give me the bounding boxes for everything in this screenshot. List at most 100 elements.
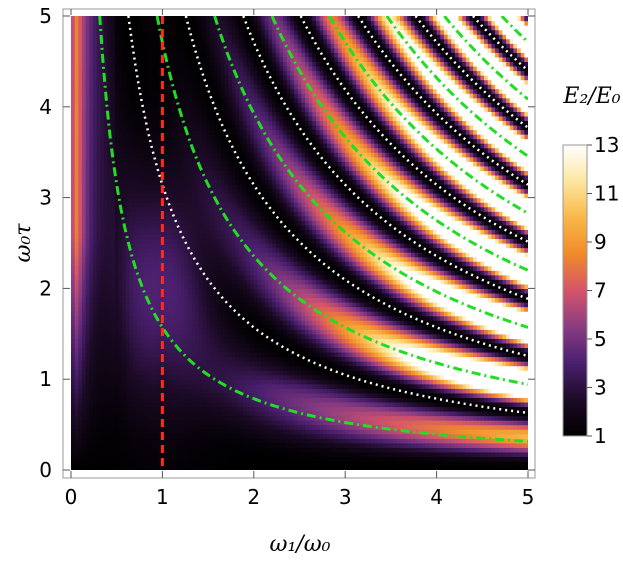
heatmap-cell bbox=[436, 438, 441, 444]
heatmap-cell bbox=[389, 420, 394, 426]
heatmap-cell bbox=[217, 338, 222, 344]
heatmap-cell bbox=[407, 383, 412, 389]
heatmap-cell bbox=[257, 420, 262, 426]
heatmap-cell bbox=[184, 442, 189, 448]
heatmap-cell bbox=[198, 324, 204, 330]
heatmap-cell bbox=[389, 324, 394, 330]
heatmap-cell bbox=[465, 424, 471, 430]
heatmap-cell bbox=[195, 351, 200, 358]
heatmap-cell bbox=[107, 401, 112, 408]
heatmap-cell bbox=[191, 383, 196, 389]
heatmap-cell bbox=[400, 342, 405, 349]
heatmap-cell bbox=[337, 424, 343, 430]
heatmap-cell bbox=[272, 465, 277, 470]
heatmap-cell bbox=[506, 397, 511, 403]
heatmap-cell bbox=[491, 456, 496, 462]
heatmap-cell bbox=[348, 306, 354, 312]
heatmap-cell bbox=[125, 442, 131, 448]
heatmap-cell bbox=[162, 415, 167, 421]
heatmap-cell bbox=[74, 356, 79, 362]
heatmap-cell bbox=[363, 374, 368, 380]
heatmap-cell bbox=[473, 424, 478, 430]
heatmap-cell bbox=[440, 465, 445, 470]
heatmap-cell bbox=[498, 292, 504, 299]
heatmap-cell bbox=[235, 320, 240, 326]
heatmap-cell bbox=[96, 306, 101, 312]
heatmap-cell bbox=[191, 292, 196, 299]
heatmap-cell bbox=[462, 370, 467, 376]
heatmap-cell bbox=[304, 456, 310, 462]
heatmap-cell bbox=[367, 292, 372, 299]
heatmap-cell bbox=[337, 438, 343, 444]
heatmap-cell bbox=[326, 370, 332, 376]
heatmap-cell bbox=[458, 347, 463, 353]
heatmap-cell bbox=[330, 456, 335, 462]
heatmap-cell bbox=[96, 374, 101, 380]
heatmap-cell bbox=[242, 424, 248, 430]
heatmap-cell bbox=[151, 379, 156, 385]
heatmap-cell bbox=[169, 465, 174, 470]
heatmap-cell bbox=[484, 424, 489, 430]
heatmap-cell bbox=[133, 302, 138, 308]
heatmap-cell bbox=[484, 370, 489, 376]
heatmap-cell bbox=[378, 302, 383, 308]
heatmap-cell bbox=[103, 438, 109, 444]
heatmap-cell bbox=[209, 356, 215, 362]
heatmap-cell bbox=[367, 438, 372, 444]
heatmap-cell bbox=[272, 302, 277, 308]
heatmap-cell bbox=[81, 292, 87, 299]
heatmap-cell bbox=[319, 465, 324, 470]
heatmap-cell bbox=[345, 361, 350, 367]
heatmap-cell bbox=[140, 410, 145, 417]
heatmap-cell bbox=[352, 302, 357, 308]
heatmap-cell bbox=[151, 338, 156, 344]
heatmap-cell bbox=[209, 401, 215, 408]
heatmap-cell bbox=[92, 397, 98, 403]
heatmap-cell bbox=[370, 338, 376, 344]
heatmap-cell bbox=[498, 401, 504, 408]
heatmap-cell bbox=[440, 320, 445, 326]
heatmap-cell bbox=[294, 338, 299, 344]
heatmap-cell bbox=[162, 429, 167, 435]
heatmap-cell bbox=[400, 365, 405, 371]
heatmap-cell bbox=[246, 424, 251, 430]
heatmap-cell bbox=[283, 379, 288, 385]
heatmap-cell bbox=[370, 447, 376, 453]
heatmap-cell bbox=[421, 447, 427, 453]
heatmap-cell bbox=[144, 370, 149, 376]
heatmap-cell bbox=[301, 465, 306, 470]
heatmap-cell bbox=[440, 410, 445, 417]
heatmap-cell bbox=[187, 351, 193, 358]
heatmap-cell bbox=[290, 415, 295, 421]
heatmap-cell bbox=[440, 365, 445, 371]
heatmap-cell bbox=[177, 392, 182, 398]
heatmap-cell bbox=[403, 424, 408, 430]
heatmap-cell bbox=[209, 370, 215, 376]
heatmap-cell bbox=[129, 420, 134, 426]
heatmap-cell bbox=[144, 356, 149, 362]
heatmap-cell bbox=[173, 361, 178, 367]
heatmap-cell bbox=[476, 429, 482, 435]
heatmap-cell bbox=[100, 456, 105, 462]
heatmap-cell bbox=[319, 374, 324, 380]
heatmap-cell bbox=[158, 379, 163, 385]
heatmap-cell bbox=[250, 356, 255, 362]
heatmap-cell bbox=[473, 442, 478, 448]
heatmap-cell bbox=[407, 420, 412, 426]
heatmap-cell bbox=[180, 415, 185, 421]
heatmap-cell bbox=[334, 333, 339, 339]
heatmap-cell bbox=[465, 383, 471, 389]
heatmap-cell bbox=[268, 465, 273, 470]
heatmap-cell bbox=[228, 438, 233, 444]
heatmap-cell bbox=[476, 460, 482, 467]
heatmap-cell bbox=[206, 311, 211, 317]
heatmap-cell bbox=[498, 302, 504, 308]
heatmap-cell bbox=[425, 288, 430, 294]
heatmap-cell bbox=[440, 292, 445, 299]
heatmap-cell bbox=[96, 438, 101, 444]
heatmap-cell bbox=[173, 351, 178, 358]
heatmap-cell bbox=[89, 292, 94, 299]
heatmap-cell bbox=[454, 292, 460, 299]
heatmap-cell bbox=[429, 433, 434, 439]
heatmap-cell bbox=[125, 338, 131, 344]
